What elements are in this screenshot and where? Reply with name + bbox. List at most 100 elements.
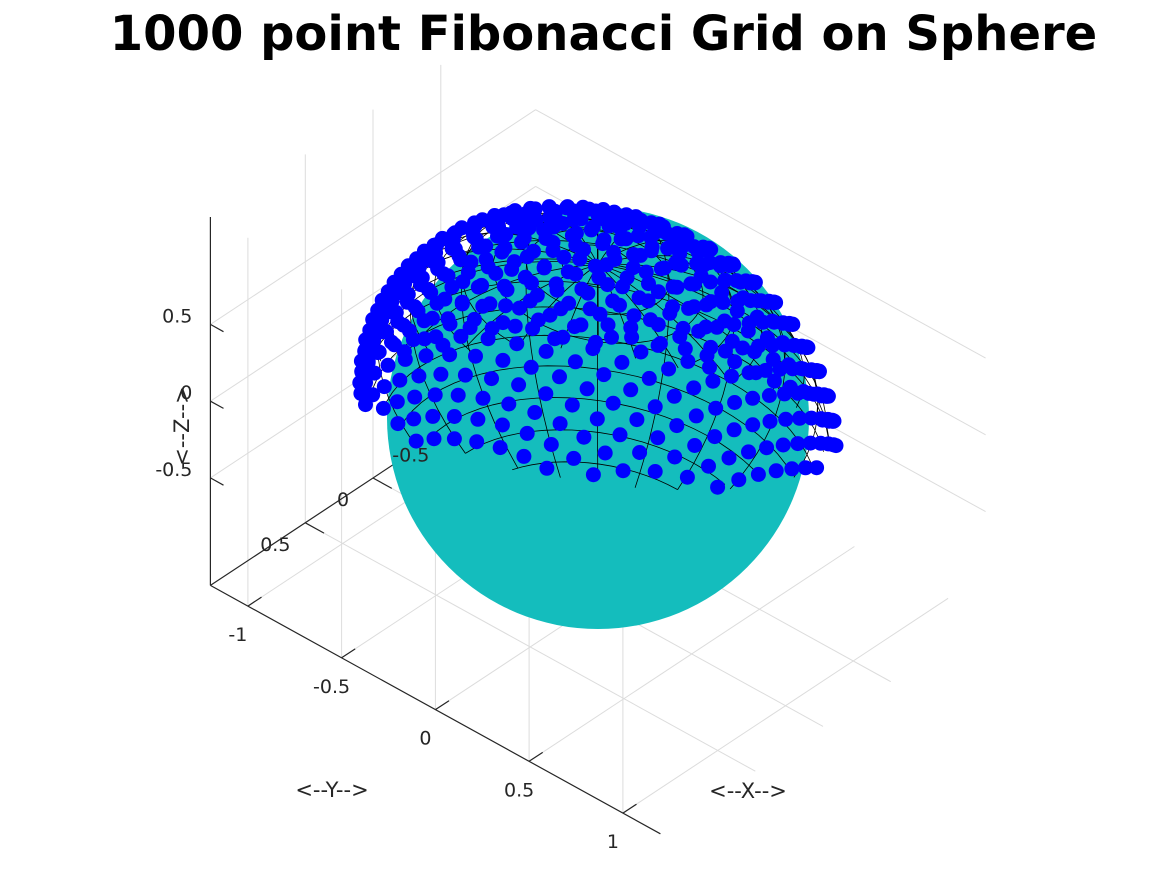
data-point bbox=[642, 312, 658, 328]
z-axis-label: <--Z--> bbox=[170, 386, 194, 466]
data-point bbox=[564, 227, 580, 243]
data-point bbox=[494, 417, 510, 433]
data-point bbox=[573, 317, 589, 333]
data-point bbox=[661, 361, 677, 377]
data-point bbox=[681, 300, 697, 316]
data-point bbox=[579, 381, 595, 397]
data-point bbox=[425, 408, 441, 424]
data-point bbox=[701, 458, 716, 474]
chart-title: 1000 point Fibonacci Grid on Sphere bbox=[109, 6, 1098, 62]
data-point bbox=[538, 343, 554, 359]
x-tick-mark bbox=[247, 596, 262, 607]
data-point bbox=[629, 412, 645, 428]
data-point bbox=[506, 254, 522, 270]
data-point bbox=[580, 285, 596, 301]
data-point bbox=[411, 368, 427, 384]
data-point bbox=[528, 212, 544, 228]
data-point bbox=[801, 385, 817, 401]
data-point bbox=[772, 361, 788, 377]
data-point bbox=[632, 214, 648, 230]
data-point bbox=[453, 328, 469, 344]
y-tick-mark bbox=[305, 522, 325, 534]
data-point bbox=[527, 405, 543, 420]
data-point bbox=[755, 314, 771, 330]
data-point bbox=[469, 434, 485, 450]
data-point bbox=[604, 329, 619, 345]
data-point bbox=[442, 347, 458, 363]
data-point bbox=[677, 341, 693, 357]
data-point bbox=[516, 448, 532, 464]
mesh-latitude-line bbox=[465, 429, 726, 485]
data-point bbox=[466, 311, 482, 327]
data-point bbox=[507, 318, 523, 334]
data-point bbox=[590, 208, 606, 224]
data-point bbox=[777, 386, 792, 402]
data-point bbox=[643, 243, 659, 259]
data-point bbox=[790, 385, 806, 401]
data-point bbox=[538, 386, 554, 402]
data-point bbox=[669, 279, 685, 295]
data-point bbox=[798, 460, 813, 476]
data-point bbox=[766, 373, 782, 389]
data-point bbox=[436, 266, 452, 282]
data-point bbox=[667, 449, 683, 465]
data-point bbox=[626, 308, 642, 324]
data-point bbox=[561, 295, 577, 311]
data-point bbox=[623, 382, 639, 398]
data-point bbox=[552, 416, 568, 432]
data-point bbox=[446, 409, 462, 424]
data-point bbox=[713, 255, 729, 271]
z-tick-mark bbox=[210, 400, 224, 409]
data-point bbox=[613, 231, 629, 247]
z-tick-label: 0.5 bbox=[162, 305, 192, 327]
data-point bbox=[536, 259, 552, 274]
data-point bbox=[768, 463, 784, 479]
data-point bbox=[375, 400, 391, 416]
data-point bbox=[405, 332, 421, 348]
data-point bbox=[641, 370, 657, 386]
data-point bbox=[686, 239, 702, 255]
data-point bbox=[498, 298, 514, 314]
data-point bbox=[717, 343, 733, 359]
data-point bbox=[790, 436, 806, 452]
x-tick-mark bbox=[622, 803, 637, 814]
data-point bbox=[766, 314, 782, 330]
data-point bbox=[626, 247, 642, 262]
data-point bbox=[543, 437, 559, 452]
data-point bbox=[687, 276, 702, 292]
y-tick-label: 0.5 bbox=[260, 534, 290, 556]
data-point bbox=[440, 311, 456, 327]
data-point bbox=[497, 240, 513, 256]
grid-line bbox=[535, 109, 986, 359]
data-point bbox=[488, 266, 504, 281]
data-point bbox=[407, 389, 423, 405]
data-point bbox=[631, 290, 647, 306]
data-point bbox=[600, 277, 615, 293]
y-tick-label: -0.5 bbox=[392, 444, 429, 466]
data-point bbox=[689, 255, 705, 271]
data-point bbox=[607, 252, 623, 267]
data-point bbox=[614, 354, 630, 370]
data-point bbox=[445, 232, 461, 248]
data-point bbox=[516, 230, 532, 246]
data-point bbox=[555, 216, 571, 231]
fibonacci-points bbox=[352, 199, 844, 495]
data-point bbox=[386, 337, 402, 353]
data-point bbox=[509, 336, 525, 352]
data-point bbox=[727, 395, 743, 410]
x-tick-mark bbox=[528, 751, 544, 762]
grid-line bbox=[210, 109, 536, 325]
data-point bbox=[428, 245, 444, 261]
data-point bbox=[499, 282, 515, 298]
data-point bbox=[390, 416, 406, 432]
data-point bbox=[741, 315, 757, 331]
data-point bbox=[688, 408, 704, 424]
data-point bbox=[660, 240, 676, 256]
data-point bbox=[589, 411, 605, 427]
data-point bbox=[724, 368, 739, 384]
data-point bbox=[710, 479, 726, 495]
data-point bbox=[420, 282, 436, 298]
x-tick-label: 0 bbox=[419, 728, 431, 750]
data-point bbox=[687, 438, 703, 453]
z-tick-label: 0 bbox=[180, 382, 192, 404]
